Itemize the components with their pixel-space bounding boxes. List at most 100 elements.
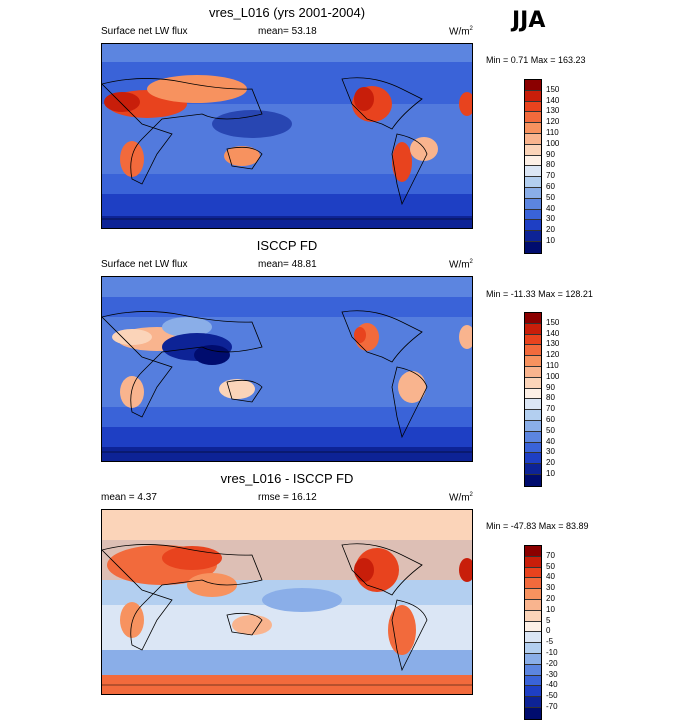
colorbar-swatch: [525, 313, 541, 324]
panel-3-map: [101, 509, 473, 695]
colorbar-tick-label: 50: [546, 192, 555, 202]
colorbar-swatch: [525, 209, 541, 221]
colorbar-swatch: [525, 697, 541, 708]
panel-3-minmax: Min = -47.83 Max = 83.89: [486, 521, 589, 531]
colorbar-tick-label: 90: [546, 382, 555, 392]
colorbar-tick-label: -70: [546, 702, 558, 711]
colorbar-tick-label: 70: [546, 404, 555, 414]
colorbar-tick-label: 140: [546, 95, 560, 105]
colorbar-swatch: [525, 610, 541, 622]
colorbar-tick-label: 40: [546, 572, 555, 582]
colorbar-tick-label: 20: [546, 225, 555, 235]
colorbar-swatch: [525, 707, 541, 719]
colorbar-swatch: [525, 399, 541, 411]
colorbar-swatch: [525, 334, 541, 346]
colorbar-tick-label: -10: [546, 648, 558, 657]
panel-3-mean: mean = 4.37: [101, 492, 157, 503]
colorbar-swatch: [525, 686, 541, 698]
colorbar-swatch: [525, 241, 541, 253]
colorbar-swatch: [525, 567, 541, 579]
colorbar-swatch: [525, 231, 541, 242]
colorbar-tick-label: 140: [546, 328, 560, 338]
colorbar-swatch: [525, 80, 541, 91]
colorbar-swatch: [525, 187, 541, 199]
colorbar-tick-label: 5: [546, 615, 551, 625]
colorbar-swatch: [525, 410, 541, 421]
panel-2-map: [101, 276, 473, 462]
panel-1-minmax: Min = 0.71 Max = 163.23: [486, 55, 586, 65]
colorbar-tick-label: 30: [546, 447, 555, 457]
colorbar-tick-label: 130: [546, 106, 560, 116]
colorbar-tick-label: 60: [546, 415, 555, 424]
colorbar-tick-label: 30: [546, 214, 555, 224]
colorbar-swatch: [525, 220, 541, 232]
panel-2-minmax: Min = -11.33 Max = 128.21: [486, 289, 593, 299]
colorbar-tick-label: 50: [546, 561, 555, 571]
colorbar-swatch: [525, 675, 541, 687]
colorbar-swatch: [525, 632, 541, 644]
colorbar-tick-label: 130: [546, 339, 560, 349]
colorbar-swatch: [525, 420, 541, 432]
colorbar-tick-label: 10: [546, 604, 555, 614]
panel-2-map-svg: [102, 277, 472, 461]
colorbar-tick-label: 90: [546, 149, 555, 159]
colorbar-swatch: [525, 643, 541, 654]
panel-1-mean: mean= 53.18: [258, 26, 317, 37]
colorbar-tick-label: 70: [546, 171, 555, 181]
colorbar-swatch: [525, 101, 541, 113]
panel-3-rmse: rmse = 16.12: [258, 492, 317, 503]
colorbar-swatch: [525, 155, 541, 167]
colorbar-swatch: [525, 388, 541, 400]
colorbar-tick-label: 100: [546, 138, 560, 148]
colorbar-swatch: [525, 556, 541, 568]
colorbar-tick-label: 40: [546, 203, 555, 213]
panel-1-left-label: Surface net LW flux: [101, 26, 188, 37]
colorbar-tick-label: 80: [546, 393, 555, 403]
colorbar-swatch: [525, 198, 541, 210]
colorbar-swatch: [525, 621, 541, 633]
colorbar-swatch: [525, 664, 541, 676]
colorbar-tick-label: 20: [546, 594, 555, 603]
colorbar-swatch: [525, 442, 541, 454]
colorbar-tick-label: 100: [546, 371, 560, 381]
panel-2-left-label: Surface net LW flux: [101, 259, 188, 270]
panel-3-unit: W/m2: [449, 492, 473, 504]
panel-2-title: ISCCP FD: [256, 238, 318, 253]
colorbar-swatch: [525, 345, 541, 357]
colorbar-tick-label: 0: [546, 626, 551, 636]
colorbar-tick-label: 60: [546, 182, 555, 191]
colorbar-swatch: [525, 474, 541, 486]
colorbar-tick-label: 50: [546, 425, 555, 435]
colorbar-swatch: [525, 431, 541, 443]
colorbar-tick-label: -50: [546, 691, 558, 701]
colorbar-tick-label: 10: [546, 469, 555, 478]
colorbar-tick-label: 30: [546, 583, 555, 593]
panel-1-unit: W/m2: [449, 26, 473, 38]
colorbar-swatch: [525, 453, 541, 465]
colorbar-tick-label: 20: [546, 458, 555, 468]
colorbar-tick-label: 80: [546, 160, 555, 170]
colorbar-tick-label: 150: [546, 84, 560, 94]
colorbar-swatch: [525, 133, 541, 145]
colorbar-swatch: [525, 464, 541, 475]
colorbar-swatch: [525, 546, 541, 557]
colorbar-tick-label: 120: [546, 350, 560, 360]
colorbar-swatch: [525, 578, 541, 590]
panel-2-colorbar: [524, 312, 542, 487]
colorbar-swatch: [525, 599, 541, 611]
colorbar-swatch: [525, 356, 541, 367]
panel-1-title: vres_L016 (yrs 2001-2004): [208, 5, 366, 20]
colorbar-swatch: [525, 177, 541, 188]
colorbar-swatch: [525, 377, 541, 389]
panel-3-map-svg: [102, 510, 472, 694]
colorbar-tick-label: 70: [546, 550, 555, 560]
colorbar-tick-label: 110: [546, 361, 559, 370]
colorbar-tick-label: -5: [546, 637, 554, 647]
colorbar-tick-label: 40: [546, 436, 555, 446]
colorbar-swatch: [525, 166, 541, 178]
panel-2-unit: W/m2: [449, 259, 473, 271]
panel-1-map: [101, 43, 473, 229]
panel-3-title: vres_L016 - ISCCP FD: [220, 471, 354, 486]
panel-1-map-svg: [102, 44, 472, 228]
colorbar-tick-label: 150: [546, 317, 560, 327]
